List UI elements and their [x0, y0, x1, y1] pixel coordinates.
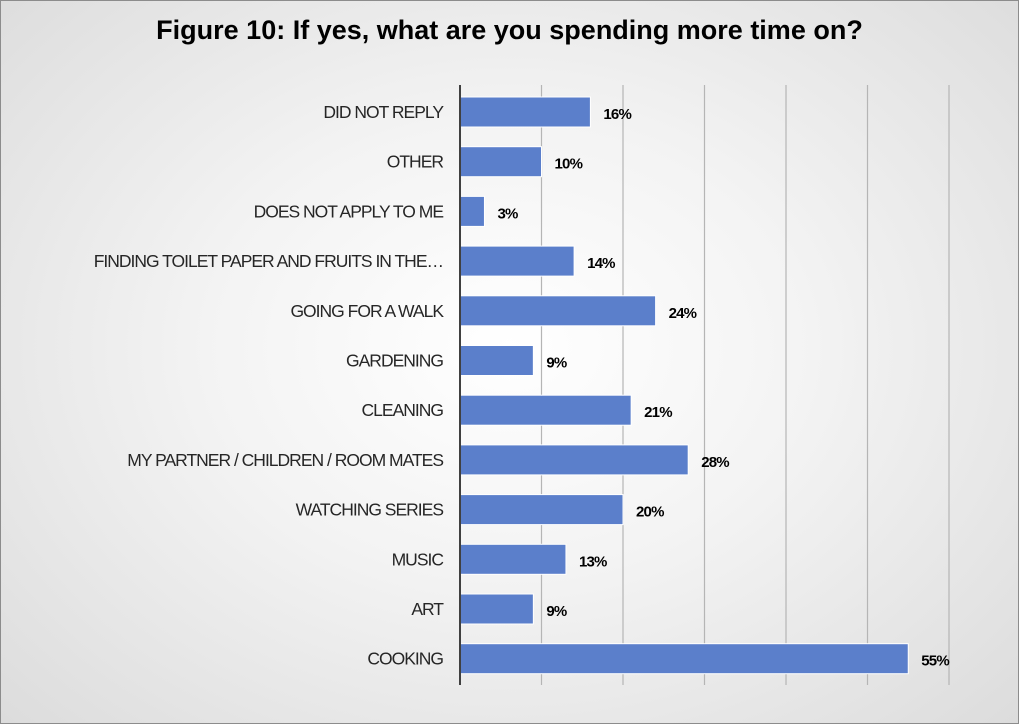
- data-label: 24%: [669, 305, 697, 322]
- bar: [459, 394, 632, 426]
- data-labels: 16% 10% 3% 14% 24% 9% 21% 28% 20% 13% 9% 55%: [497, 106, 950, 670]
- data-label: 13%: [579, 553, 607, 570]
- data-label: 20%: [636, 504, 664, 521]
- bar: [459, 643, 909, 675]
- data-label: 9%: [546, 355, 567, 372]
- data-label: 16%: [603, 106, 631, 123]
- category-label: ART: [411, 599, 444, 619]
- data-label: 21%: [644, 404, 672, 421]
- bar: [459, 96, 591, 128]
- bar: [459, 146, 542, 178]
- category-label: OTHER: [387, 152, 444, 172]
- bar: [459, 295, 657, 327]
- category-label: FINDING TOILET PAPER AND FRUITS IN THE…: [94, 251, 443, 271]
- category-label: DID NOT REPLY: [323, 102, 444, 122]
- data-label: 28%: [701, 454, 729, 471]
- data-label: 14%: [587, 255, 615, 272]
- gridlines: [540, 85, 950, 685]
- category-label: DOES NOT APPLY TO ME: [254, 201, 444, 221]
- data-label: 55%: [921, 653, 949, 670]
- bar: [459, 543, 567, 575]
- bar: [459, 593, 534, 625]
- category-label: CLEANING: [362, 400, 444, 420]
- category-label: COOKING: [367, 649, 443, 669]
- bar: [459, 245, 575, 277]
- category-label: GOING FOR A WALK: [290, 301, 444, 321]
- chart-title: Figure 10: If yes, what are you spending…: [156, 15, 863, 45]
- bar: [459, 494, 624, 526]
- category-labels: DID NOT REPLY OTHER DOES NOT APPLY TO ME FI…: [94, 102, 446, 669]
- bar: [459, 345, 534, 376]
- bar: [459, 444, 689, 476]
- category-label: MY PARTNER / CHILDREN / ROOM MATES: [127, 450, 443, 470]
- bar: [459, 195, 485, 227]
- category-label: GARDENING: [346, 351, 443, 371]
- category-label: WATCHING SERIES: [296, 500, 444, 520]
- data-label: 10%: [555, 156, 583, 173]
- category-label: MUSIC: [392, 549, 444, 569]
- data-label: 3%: [497, 205, 518, 222]
- data-label: 9%: [546, 603, 567, 620]
- bars: [459, 96, 909, 675]
